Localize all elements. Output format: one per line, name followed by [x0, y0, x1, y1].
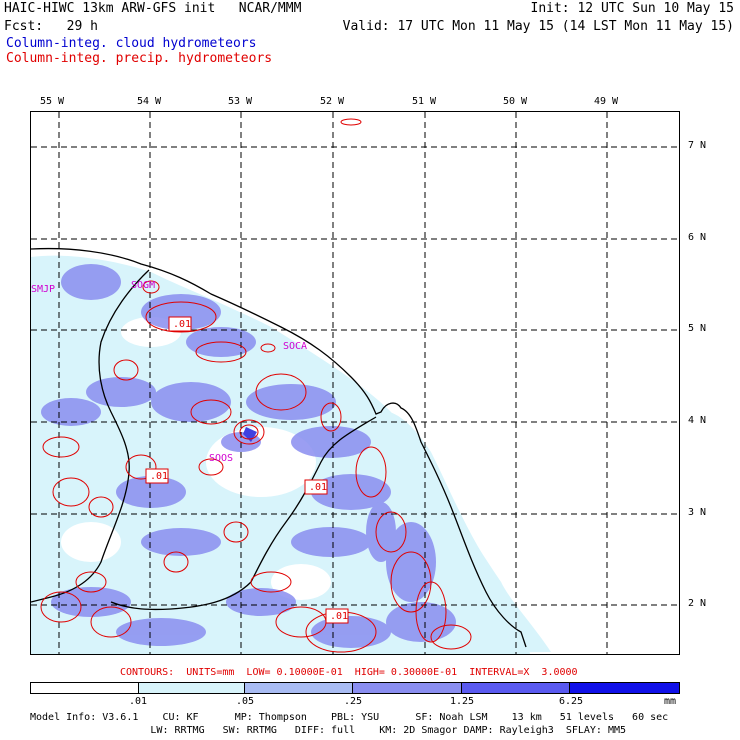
- lon-label: 52 W: [319, 96, 345, 107]
- colorbar-segment: [353, 683, 462, 693]
- cloud-shade-dark: [243, 427, 257, 442]
- colorbar-segment: [570, 683, 680, 693]
- lon-label: 54 W: [136, 96, 162, 107]
- cloud-shade-light: [331, 409, 531, 654]
- lon-label: 55 W: [39, 96, 65, 107]
- valid-time: Valid: 17 UTC Mon 11 May 15 (14 LST Mon …: [342, 19, 734, 34]
- lat-label: 4 N: [688, 415, 707, 426]
- colorbar-label: 1.25: [449, 696, 475, 707]
- station-label: SOCA: [283, 341, 308, 352]
- colorbar: [30, 682, 680, 694]
- lon-label: 49 W: [593, 96, 619, 107]
- contour-label: .01: [150, 471, 169, 482]
- station-label: SOOS: [209, 453, 234, 464]
- map-panel: .01 .01 .01 .01 SMJP SOGM SOCA SOOS: [30, 111, 680, 655]
- station-label: SMJP: [31, 284, 56, 295]
- lon-label: 53 W: [227, 96, 253, 107]
- colorbar-segment: [138, 683, 246, 693]
- map-canvas: [31, 112, 679, 654]
- precip-contours: [40, 118, 472, 653]
- graticule: [31, 112, 679, 654]
- model-info: Model Info: V3.6.1 CU: KF MP: Thompson P…: [30, 712, 669, 723]
- colorbar-segment: [31, 683, 139, 693]
- contour-label: .01: [330, 611, 349, 622]
- forecast-hour: Fcst: 29 h: [4, 19, 98, 34]
- header-title: HAIC-HIWC 13km ARW-GFS init NCAR/MMM: [4, 1, 302, 16]
- field-label-precip: Column-integ. precip. hydrometeors: [6, 51, 273, 66]
- lat-label: 3 N: [688, 507, 707, 518]
- cloud-shade-medium: [41, 264, 456, 648]
- station-label: SOGM: [131, 280, 156, 291]
- lon-label: 51 W: [411, 96, 437, 107]
- colorbar-units: mm: [663, 696, 677, 707]
- contours-info: CONTOURS: UNITS=mm LOW= 0.10000E-01 HIGH…: [120, 667, 578, 678]
- contour-label-boxes: [145, 316, 349, 624]
- lat-label: 5 N: [688, 323, 707, 334]
- coastline: [31, 247, 527, 648]
- lat-label: 7 N: [688, 140, 707, 151]
- clear-patch: [61, 522, 121, 562]
- colorbar-segment: [245, 683, 354, 693]
- colorbar-label: .05: [235, 696, 255, 707]
- colorbar-segment: [461, 683, 571, 693]
- clear-patch: [271, 564, 331, 600]
- colorbar-label: 6.25: [558, 696, 584, 707]
- lat-label: 2 N: [688, 598, 707, 609]
- contour-label: .01: [309, 482, 328, 493]
- lat-label: 6 N: [688, 232, 707, 243]
- colorbar-label: .01: [128, 696, 148, 707]
- colorbar-label: .25: [343, 696, 363, 707]
- lon-label: 50 W: [502, 96, 528, 107]
- contour-label: .01: [173, 319, 192, 330]
- model-info-2: LW: RRTMG SW: RRTMG DIFF: full KM: 2D Sm…: [30, 725, 627, 736]
- init-time: Init: 12 UTC Sun 10 May 15: [530, 1, 735, 16]
- field-label-cloud: Column-integ. cloud hydrometeors: [6, 36, 257, 51]
